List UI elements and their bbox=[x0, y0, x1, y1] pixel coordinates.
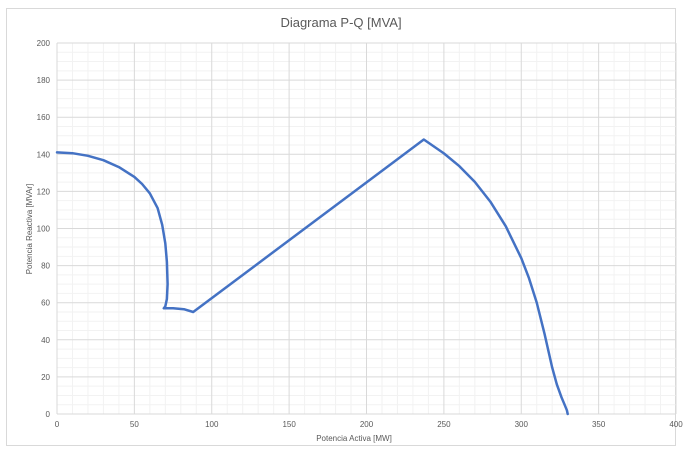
pq-curve bbox=[55, 138, 569, 416]
x-tick-label: 250 bbox=[437, 420, 451, 429]
y-tick-label: 60 bbox=[41, 299, 50, 308]
y-tick-labels: 0 20 40 60 80 100 120 140 160 180 200 bbox=[37, 39, 51, 419]
y-tick-label: 160 bbox=[37, 113, 51, 122]
x-tick-label: 200 bbox=[360, 420, 374, 429]
y-axis-label: Potencia Reactiva [MVAr] bbox=[25, 184, 34, 275]
y-tick-label: 80 bbox=[41, 262, 50, 271]
x-tick-label: 100 bbox=[205, 420, 219, 429]
y-tick-label: 100 bbox=[37, 225, 51, 234]
x-tick-label: 50 bbox=[130, 420, 139, 429]
x-tick-label: 0 bbox=[55, 420, 60, 429]
x-tick-label: 400 bbox=[669, 420, 683, 429]
x-axis-label: Potencia Activa [MW] bbox=[316, 434, 392, 443]
x-tick-label: 150 bbox=[282, 420, 296, 429]
y-tick-label: 0 bbox=[46, 410, 51, 419]
y-tick-label: 40 bbox=[41, 336, 50, 345]
x-tick-labels: 0 50 100 150 200 250 300 350 400 bbox=[55, 420, 683, 429]
y-tick-label: 200 bbox=[37, 39, 51, 48]
major-grid bbox=[56, 42, 677, 415]
y-tick-label: 140 bbox=[37, 150, 51, 159]
chart-title: Diagrama P-Q [MVA] bbox=[280, 15, 401, 30]
y-tick-label: 20 bbox=[41, 373, 50, 382]
x-tick-label: 300 bbox=[515, 420, 529, 429]
y-tick-label: 180 bbox=[37, 76, 51, 85]
chart-frame bbox=[6, 8, 676, 446]
x-tick-label: 350 bbox=[592, 420, 606, 429]
y-tick-label: 120 bbox=[37, 187, 51, 196]
